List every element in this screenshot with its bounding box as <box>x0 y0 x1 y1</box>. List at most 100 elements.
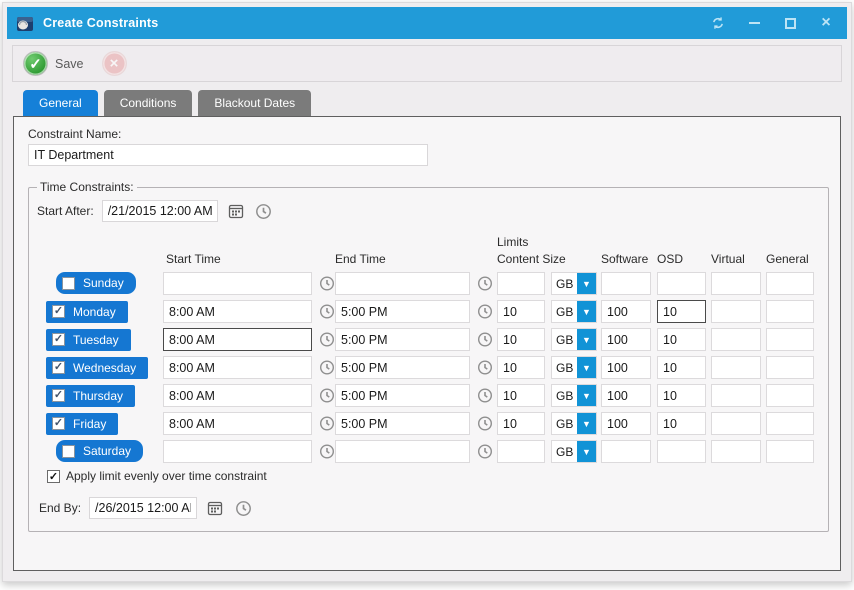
day-toggle[interactable]: Friday <box>46 412 119 435</box>
clock-icon[interactable] <box>319 415 335 432</box>
clock-icon[interactable] <box>319 331 335 348</box>
software-input[interactable] <box>601 440 651 463</box>
day-checkbox[interactable] <box>52 417 65 430</box>
osd-input[interactable] <box>657 384 706 407</box>
virtual-input[interactable] <box>711 300 761 323</box>
close-icon[interactable]: × <box>821 14 831 31</box>
end-by-input[interactable] <box>89 497 198 519</box>
content-size-input[interactable] <box>497 272 545 295</box>
end-time-input[interactable] <box>335 440 470 463</box>
software-input[interactable] <box>601 300 651 323</box>
unit-select[interactable]: GB ▼ <box>551 440 597 463</box>
chevron-down-icon[interactable]: ▼ <box>577 301 596 322</box>
unit-select[interactable]: GB ▼ <box>551 412 597 435</box>
clock-icon[interactable] <box>319 275 335 292</box>
end-time-input[interactable] <box>335 300 470 323</box>
start-time-input[interactable] <box>163 356 312 379</box>
general-input[interactable] <box>766 272 814 295</box>
day-toggle[interactable]: Tuesday <box>46 328 131 351</box>
osd-input[interactable] <box>657 300 706 323</box>
apply-limit-checkbox[interactable] <box>47 469 60 483</box>
clock-icon[interactable] <box>319 359 335 376</box>
virtual-input[interactable] <box>711 272 761 295</box>
software-input[interactable] <box>601 328 651 351</box>
end-time-input[interactable] <box>335 412 470 435</box>
clock-icon[interactable] <box>319 387 335 404</box>
constraint-name-input[interactable] <box>28 144 428 166</box>
virtual-input[interactable] <box>711 356 761 379</box>
content-size-input[interactable] <box>497 384 545 407</box>
general-input[interactable] <box>766 300 814 323</box>
clock-icon[interactable] <box>477 415 493 432</box>
unit-select[interactable]: GB ▼ <box>551 300 597 323</box>
refresh-icon[interactable] <box>705 12 731 34</box>
virtual-input[interactable] <box>711 440 761 463</box>
calendar-icon[interactable] <box>226 201 246 221</box>
osd-input[interactable] <box>657 356 706 379</box>
clock-icon[interactable] <box>477 303 493 320</box>
day-toggle[interactable]: Monday <box>46 300 128 323</box>
chevron-down-icon[interactable]: ▼ <box>577 329 596 350</box>
virtual-input[interactable] <box>711 328 761 351</box>
unit-select[interactable]: GB ▼ <box>551 272 597 295</box>
minimize-icon[interactable] <box>741 12 767 34</box>
general-input[interactable] <box>766 412 814 435</box>
osd-input[interactable] <box>657 272 706 295</box>
chevron-down-icon[interactable]: ▼ <box>577 441 596 462</box>
content-size-input[interactable] <box>497 328 545 351</box>
tab-conditions[interactable]: Conditions <box>103 90 193 116</box>
content-size-input[interactable] <box>497 440 545 463</box>
software-input[interactable] <box>601 412 651 435</box>
start-time-input[interactable] <box>163 412 312 435</box>
day-checkbox[interactable] <box>62 276 75 290</box>
calendar-icon[interactable] <box>205 498 225 518</box>
tab-blackout-dates[interactable]: Blackout Dates <box>198 90 312 116</box>
clock-icon[interactable] <box>254 201 274 221</box>
day-toggle[interactable]: Wednesday <box>46 356 149 379</box>
chevron-down-icon[interactable]: ▼ <box>577 385 596 406</box>
start-after-input[interactable] <box>101 200 218 222</box>
day-checkbox[interactable] <box>52 305 65 318</box>
clock-icon[interactable] <box>319 303 335 320</box>
software-input[interactable] <box>601 356 651 379</box>
day-toggle[interactable]: Sunday <box>56 272 136 295</box>
end-time-input[interactable] <box>335 272 470 295</box>
start-time-input[interactable] <box>163 384 312 407</box>
content-size-input[interactable] <box>497 300 545 323</box>
virtual-input[interactable] <box>711 412 761 435</box>
maximize-icon[interactable] <box>777 12 803 34</box>
chevron-down-icon[interactable]: ▼ <box>577 413 596 434</box>
software-input[interactable] <box>601 384 651 407</box>
general-input[interactable] <box>766 328 814 351</box>
osd-input[interactable] <box>657 412 706 435</box>
end-time-input[interactable] <box>335 328 470 351</box>
end-time-input[interactable] <box>335 384 470 407</box>
unit-select[interactable]: GB ▼ <box>551 356 597 379</box>
chevron-down-icon[interactable]: ▼ <box>577 357 596 378</box>
clock-icon[interactable] <box>477 331 493 348</box>
start-time-input[interactable] <box>163 300 312 323</box>
start-time-input[interactable] <box>163 328 312 351</box>
day-toggle[interactable]: Saturday <box>56 440 144 463</box>
day-checkbox[interactable] <box>52 361 65 374</box>
osd-input[interactable] <box>657 440 706 463</box>
day-checkbox[interactable] <box>52 333 65 346</box>
cancel-button[interactable]: × <box>101 51 127 76</box>
day-toggle[interactable]: Thursday <box>46 384 136 407</box>
start-time-input[interactable] <box>163 272 312 295</box>
content-size-input[interactable] <box>497 412 545 435</box>
chevron-down-icon[interactable]: ▼ <box>577 273 596 294</box>
clock-icon[interactable] <box>477 359 493 376</box>
clock-icon[interactable] <box>319 443 335 460</box>
start-time-input[interactable] <box>163 440 312 463</box>
general-input[interactable] <box>766 440 814 463</box>
save-button[interactable]: ✓ Save <box>23 51 84 76</box>
general-input[interactable] <box>766 384 814 407</box>
end-time-input[interactable] <box>335 356 470 379</box>
clock-icon[interactable] <box>477 443 493 460</box>
day-checkbox[interactable] <box>62 444 75 458</box>
unit-select[interactable]: GB ▼ <box>551 328 597 351</box>
clock-icon[interactable] <box>477 275 493 292</box>
general-input[interactable] <box>766 356 814 379</box>
clock-icon[interactable] <box>233 498 253 518</box>
